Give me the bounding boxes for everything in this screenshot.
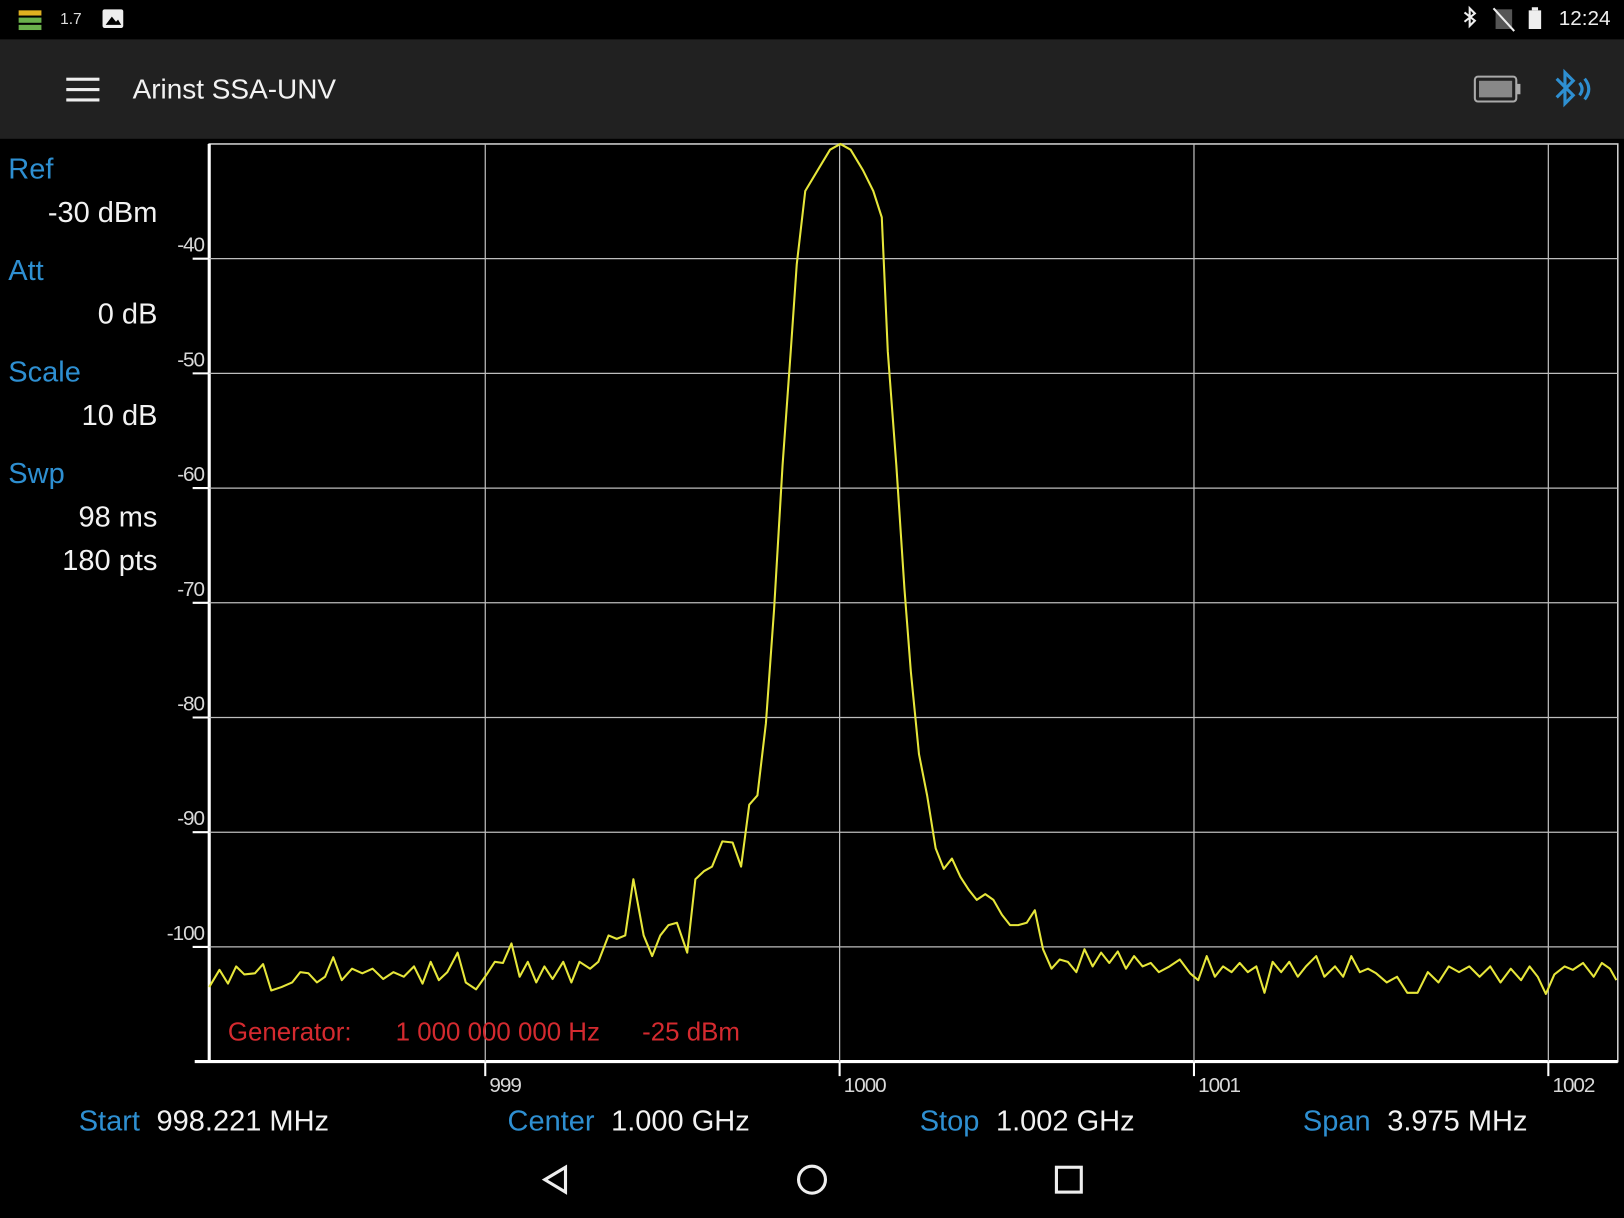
app-bar xyxy=(0,39,1624,139)
setting-label: Scale xyxy=(8,357,81,389)
generator-frequency: 1 000 000 000 Hz xyxy=(396,1018,600,1046)
battery-icon xyxy=(1473,75,1521,103)
footer-value: 1.000 GHz xyxy=(611,1105,750,1137)
setting-label: Swp xyxy=(8,458,64,490)
setting-value: 0 dB xyxy=(98,299,158,331)
footer-label: Stop xyxy=(920,1105,980,1137)
plot: -40 -50 -60 -70 -80 -90 -100 999 1000 1001 1002 xyxy=(167,142,1618,1097)
footer-label: Span xyxy=(1303,1105,1371,1137)
setting-label: Ref xyxy=(8,154,54,186)
x-tick-label: 999 xyxy=(489,1074,521,1097)
app-title: Arinst SSA-UNV xyxy=(133,74,337,105)
y-tick-label: -100 xyxy=(167,922,205,945)
setting-value: 180 pts xyxy=(62,545,157,577)
setting-value: 10 dB xyxy=(82,400,158,432)
generator-label: Generator: xyxy=(228,1018,352,1046)
y-tick-label: -50 xyxy=(177,348,204,371)
footer-value: 1.002 GHz xyxy=(996,1105,1135,1137)
setting-label: Att xyxy=(8,255,43,287)
y-tick-label: -90 xyxy=(177,807,204,830)
status-text: 1.7 xyxy=(60,11,82,28)
status-icons xyxy=(18,5,1542,32)
menu-button[interactable] xyxy=(66,77,100,102)
generator-level: -25 dBm xyxy=(642,1018,740,1046)
setting-value: 98 ms xyxy=(78,502,157,534)
y-tick-label: -60 xyxy=(177,463,204,486)
footer-value: 3.975 MHz xyxy=(1387,1105,1527,1137)
setting-value: -30 dBm xyxy=(48,197,158,229)
trace xyxy=(208,142,1618,995)
footer-label: Start xyxy=(79,1105,140,1137)
bluetooth-button[interactable] xyxy=(1555,68,1591,108)
nav-back[interactable] xyxy=(541,1164,568,1195)
status-time: 12:24 xyxy=(1559,7,1611,30)
footer: Start 998.221 MHz Center 1.000 GHz Stop 1.002… xyxy=(79,1105,1528,1137)
x-tick-label: 1001 xyxy=(1198,1074,1240,1097)
nav-recents[interactable] xyxy=(1054,1165,1083,1194)
y-tick-label: -80 xyxy=(177,693,204,716)
y-tick-label: -70 xyxy=(177,578,204,601)
nav-home[interactable] xyxy=(796,1164,828,1195)
x-tick-label: 1000 xyxy=(844,1074,886,1097)
y-tick-label: -40 xyxy=(177,234,204,257)
footer-value: 998.221 MHz xyxy=(157,1105,330,1137)
x-tick-label: 1002 xyxy=(1552,1074,1594,1097)
footer-label: Center xyxy=(508,1105,595,1137)
